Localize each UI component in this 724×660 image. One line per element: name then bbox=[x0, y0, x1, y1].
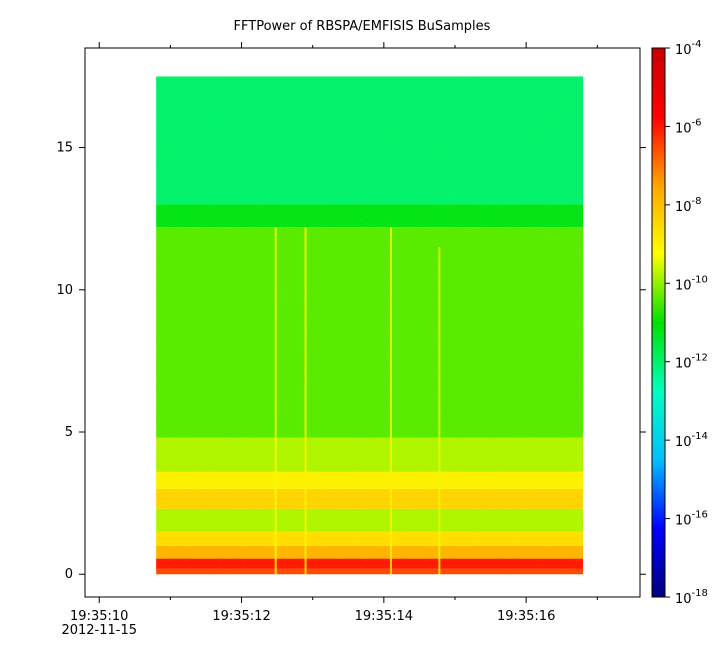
x-tick-label-1: 19:35:12 bbox=[212, 609, 270, 624]
spectrogram-plot-area bbox=[84, 47, 641, 598]
y-axis: 0 5 10 15 bbox=[56, 141, 646, 582]
chart-title: FFTPower of RBSPA/EMFISIS BuSamples bbox=[234, 19, 491, 34]
x-tick-sublabel-0: 2012-11-15 bbox=[61, 623, 137, 638]
y-tick-label-3: 15 bbox=[56, 141, 73, 156]
plot-frame bbox=[84, 47, 641, 598]
spectral-noise-texture bbox=[156, 76, 584, 575]
colorbar: 10-4 10-6 10-8 10-10 10-12 10-14 10-16 10-18 bbox=[651, 39, 708, 607]
colorbar-tick-label-0: 10-4 bbox=[675, 39, 702, 58]
x-tick-label-2: 19:35:14 bbox=[355, 609, 413, 624]
y-tick-label-2: 10 bbox=[56, 283, 73, 298]
x-tick-label-0: 19:35:10 bbox=[70, 609, 128, 624]
y-tick-label-0: 0 bbox=[65, 567, 73, 582]
colorbar-tick-label-5: 10-14 bbox=[675, 431, 708, 450]
x-tick-label-3: 19:35:16 bbox=[497, 609, 555, 624]
colorbar-gradient bbox=[651, 47, 666, 598]
colorbar-tick-label-2: 10-8 bbox=[675, 196, 702, 215]
colorbar-tick-label-1: 10-6 bbox=[675, 117, 702, 136]
colorbar-tick-label-4: 10-12 bbox=[675, 353, 708, 372]
colorbar-tick-label-3: 10-10 bbox=[675, 274, 708, 293]
y-tick-label-1: 5 bbox=[65, 425, 73, 440]
colorbar-tick-label-7: 10-18 bbox=[675, 588, 708, 607]
colorbar-tick-label-6: 10-16 bbox=[675, 510, 708, 529]
